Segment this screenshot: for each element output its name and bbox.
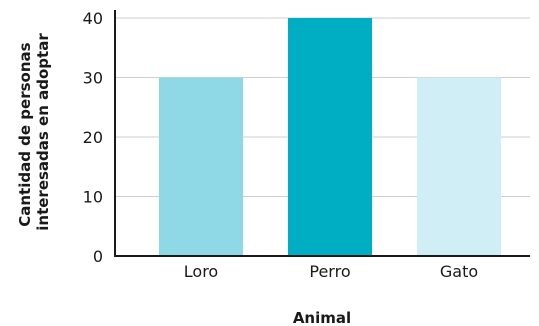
y-tick-label: 20 xyxy=(83,128,103,147)
y-axis-title: Cantidad de personas interesadas en adop… xyxy=(16,33,52,231)
x-tick-label-perro: Perro xyxy=(309,262,350,281)
x-tick-labels: Loro Perro Gato xyxy=(184,262,478,281)
y-tick-label: 40 xyxy=(83,9,103,28)
y-tick-label: 30 xyxy=(83,69,103,88)
y-tick-label: 10 xyxy=(83,188,103,207)
bars xyxy=(159,18,501,256)
bar-loro xyxy=(159,77,243,256)
x-axis-title: Animal xyxy=(293,309,351,326)
bar-gato xyxy=(417,77,501,256)
y-tick-label: 0 xyxy=(93,247,103,266)
y-axis-title-line-2: interesadas en adoptar xyxy=(34,33,52,231)
y-tick-labels: 0 10 20 30 40 xyxy=(83,9,103,266)
x-tick-label-gato: Gato xyxy=(440,262,478,281)
y-axis-title-line-1: Cantidad de personas xyxy=(16,42,34,226)
bar-perro xyxy=(288,18,372,256)
x-tick-label-loro: Loro xyxy=(184,262,218,281)
